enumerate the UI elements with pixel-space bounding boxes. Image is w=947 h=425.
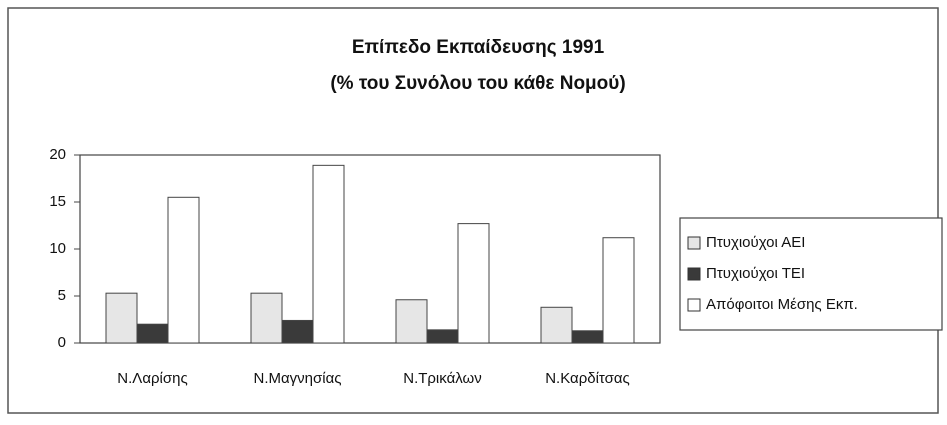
bar xyxy=(167,196,200,344)
legend-box xyxy=(679,217,943,331)
legend-label: Απόφοιτοι Μέσης Εκπ. xyxy=(706,296,858,313)
bar xyxy=(312,164,345,344)
x-tick-label: Ν.Λαρίσης xyxy=(117,370,187,387)
legend-swatch xyxy=(687,298,701,312)
chart-frame xyxy=(7,7,939,414)
x-tick-label: Ν.Τρικάλων xyxy=(403,370,482,387)
bar xyxy=(281,319,314,344)
x-tick-label: Ν.Μαγνησίας xyxy=(253,370,341,387)
y-tick-label: 5 xyxy=(58,287,66,304)
chart-title: Επίπεδο Εκπαίδευσης 1991 xyxy=(352,37,605,58)
bar xyxy=(426,329,459,344)
legend-label: Πτυχιούχοι ΤΕΙ xyxy=(706,265,805,282)
y-tick-label: 20 xyxy=(49,146,66,163)
bar xyxy=(136,323,169,344)
bar xyxy=(571,330,604,344)
legend-swatch xyxy=(687,236,701,250)
y-tick-label: 0 xyxy=(58,334,66,351)
bar xyxy=(457,223,490,344)
bar xyxy=(602,237,635,344)
x-tick-label: Ν.Καρδίτσας xyxy=(545,370,630,387)
legend-swatch xyxy=(687,267,701,281)
y-tick-label: 10 xyxy=(49,240,66,257)
bar xyxy=(250,292,283,344)
bar xyxy=(395,299,428,344)
chart-subtitle: (% του Συνόλου του κάθε Νομού) xyxy=(330,73,625,94)
bar xyxy=(540,306,573,344)
bar xyxy=(105,292,138,344)
y-tick-label: 15 xyxy=(49,193,66,210)
legend-label: Πτυχιούχοι ΑΕΙ xyxy=(706,234,805,251)
